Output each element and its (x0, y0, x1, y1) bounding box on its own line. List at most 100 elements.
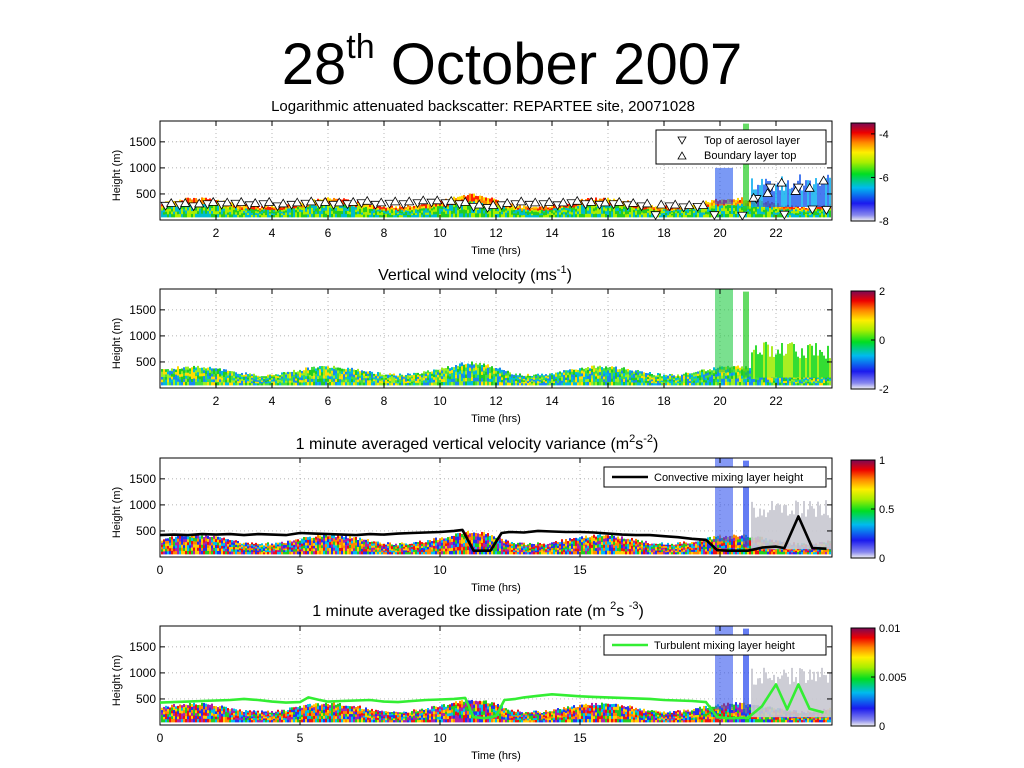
x-tick-label: 18 (657, 226, 671, 240)
aerosol-top-marker (807, 205, 818, 215)
x-tick-label: 6 (325, 226, 332, 240)
x-axis-label: Time (hrs) (471, 750, 521, 762)
x-tick-label: 10 (433, 226, 447, 240)
colorbar-tick-label: 0 (879, 553, 885, 565)
x-axis-label: Time (hrs) (471, 245, 521, 257)
x-tick-label: 22 (769, 226, 783, 240)
x-tick-label: 20 (713, 731, 727, 745)
x-tick-label: 20 (713, 563, 727, 577)
aerosol-top-marker (737, 211, 748, 221)
y-tick-label: 500 (136, 692, 156, 706)
x-tick-label: 15 (573, 731, 587, 745)
boundary-layer-marker (586, 196, 597, 206)
aerosol-top-marker (779, 210, 790, 220)
colorbar-tick-label: 2 (879, 286, 885, 298)
x-tick-label: 2 (213, 394, 220, 408)
boundary-layer-marker (516, 196, 527, 206)
boundary-layer-marker (502, 197, 513, 207)
boundary-layer-marker (334, 197, 345, 207)
x-tick-label: 10 (433, 731, 447, 745)
boundary-layer-marker (488, 200, 499, 209)
boundary-layer-marker (558, 197, 569, 207)
panel-backscatter-title: Logarithmic attenuated backscatter: REPA… (271, 98, 695, 115)
colorbar-tick-label: 0.01 (879, 623, 900, 635)
boundary-layer-marker (390, 196, 401, 206)
legend-box (603, 466, 827, 488)
colorbar-tick-label: -6 (879, 172, 889, 184)
boundary-layer-marker (530, 197, 541, 207)
y-axis-label: Height (m) (111, 318, 123, 369)
boundary-layer-marker (292, 197, 303, 207)
legend-label: Boundary layer top (704, 150, 796, 162)
panel-vertical-velocity-title: Vertical wind velocity (ms-1) (378, 264, 572, 284)
boundary-layer-marker (544, 196, 555, 206)
boundary-layer-marker (222, 197, 233, 207)
x-tick-label: 2 (213, 226, 220, 240)
boundary-layer-marker (614, 196, 625, 206)
boundary-layer-marker (776, 177, 787, 187)
legend: Convective mixing layer height (603, 466, 827, 488)
plot-frame (159, 625, 833, 726)
boundary-layer-marker (698, 200, 709, 209)
slide-title: 28th October 2007 (281, 28, 743, 97)
colorbar: 2 0 -2 (850, 286, 889, 396)
x-tick-label: 4 (269, 394, 276, 408)
colorbar: 10.50 (850, 455, 894, 565)
y-tick-label: 1000 (129, 161, 156, 175)
y-tick-label: 500 (136, 524, 156, 538)
panel-vertical-velocity: Vertical wind velocity (ms-1) 2 4 6 8 10 12 14… (111, 264, 889, 425)
legend-label: Turbulent mixing layer height (654, 640, 795, 652)
y-tick-label: 1000 (129, 666, 156, 680)
colorbar: 0.01 0.005 0 (850, 623, 907, 733)
boundary-layer-marker (250, 197, 261, 207)
boundary-layer-marker (166, 197, 177, 207)
x-tick-label: 15 (573, 563, 587, 577)
x-tick-label: 14 (545, 226, 559, 240)
boundary-layer-marker (762, 188, 773, 197)
x-tick-label: 18 (657, 394, 671, 408)
y-axis-label: Height (m) (111, 150, 123, 201)
colorbar-tick-label: 0 (879, 721, 885, 733)
colorbar-tick-label: -2 (879, 384, 889, 396)
boundary-layer-marker (418, 195, 429, 205)
colorbar-scale (850, 122, 876, 222)
x-tick-label: 12 (489, 226, 503, 240)
y-tick-label: 1000 (129, 329, 156, 343)
aerosol-top-marker (650, 211, 661, 221)
x-tick-label: 22 (769, 394, 783, 408)
boundary-layer-marker (446, 195, 457, 205)
x-tick-label: 14 (545, 394, 559, 408)
boundary-layer-marker (404, 196, 415, 206)
series-boundary-layer-top (166, 175, 829, 209)
boundary-layer-marker (306, 196, 317, 206)
panel-backscatter-plot: 2 4 6 8 10 12 14 16 18 20 22 500 1000 1500 Time (hrs) H… (111, 120, 889, 257)
colorbar-tick-label: 0 (879, 335, 885, 347)
legend-box (603, 634, 827, 656)
x-tick-label: 20 (713, 394, 727, 408)
y-tick-label: 1000 (129, 498, 156, 512)
y-tick-label: 500 (136, 355, 156, 369)
boundary-layer-marker (362, 195, 373, 205)
y-tick-label: 500 (136, 187, 156, 201)
x-tick-label: 0 (157, 731, 164, 745)
boundary-layer-marker (748, 192, 759, 202)
boundary-layer-marker (236, 196, 247, 206)
boundary-layer-marker (670, 199, 681, 209)
panel-velocity-variance: 1 minute averaged vertical velocity vari… (111, 433, 894, 594)
colorbar: -4 -6 -8 (850, 122, 889, 228)
boundary-layer-marker (656, 199, 667, 209)
legend-marker (677, 151, 687, 160)
x-tick-label: 10 (433, 394, 447, 408)
boundary-layer-marker (278, 198, 289, 208)
x-tick-label: 4 (269, 226, 276, 240)
panel-tke-dissipation: 1 minute averaged tke dissipation rate (… (111, 600, 907, 762)
x-tick-label: 20 (713, 226, 727, 240)
turbulent-mixing-line (159, 683, 824, 720)
panel-backscatter: Logarithmic attenuated backscatter: REPA… (111, 98, 889, 257)
x-tick-label: 12 (489, 394, 503, 408)
y-tick-label: 1500 (129, 640, 156, 654)
boundary-layer-marker (180, 197, 191, 207)
